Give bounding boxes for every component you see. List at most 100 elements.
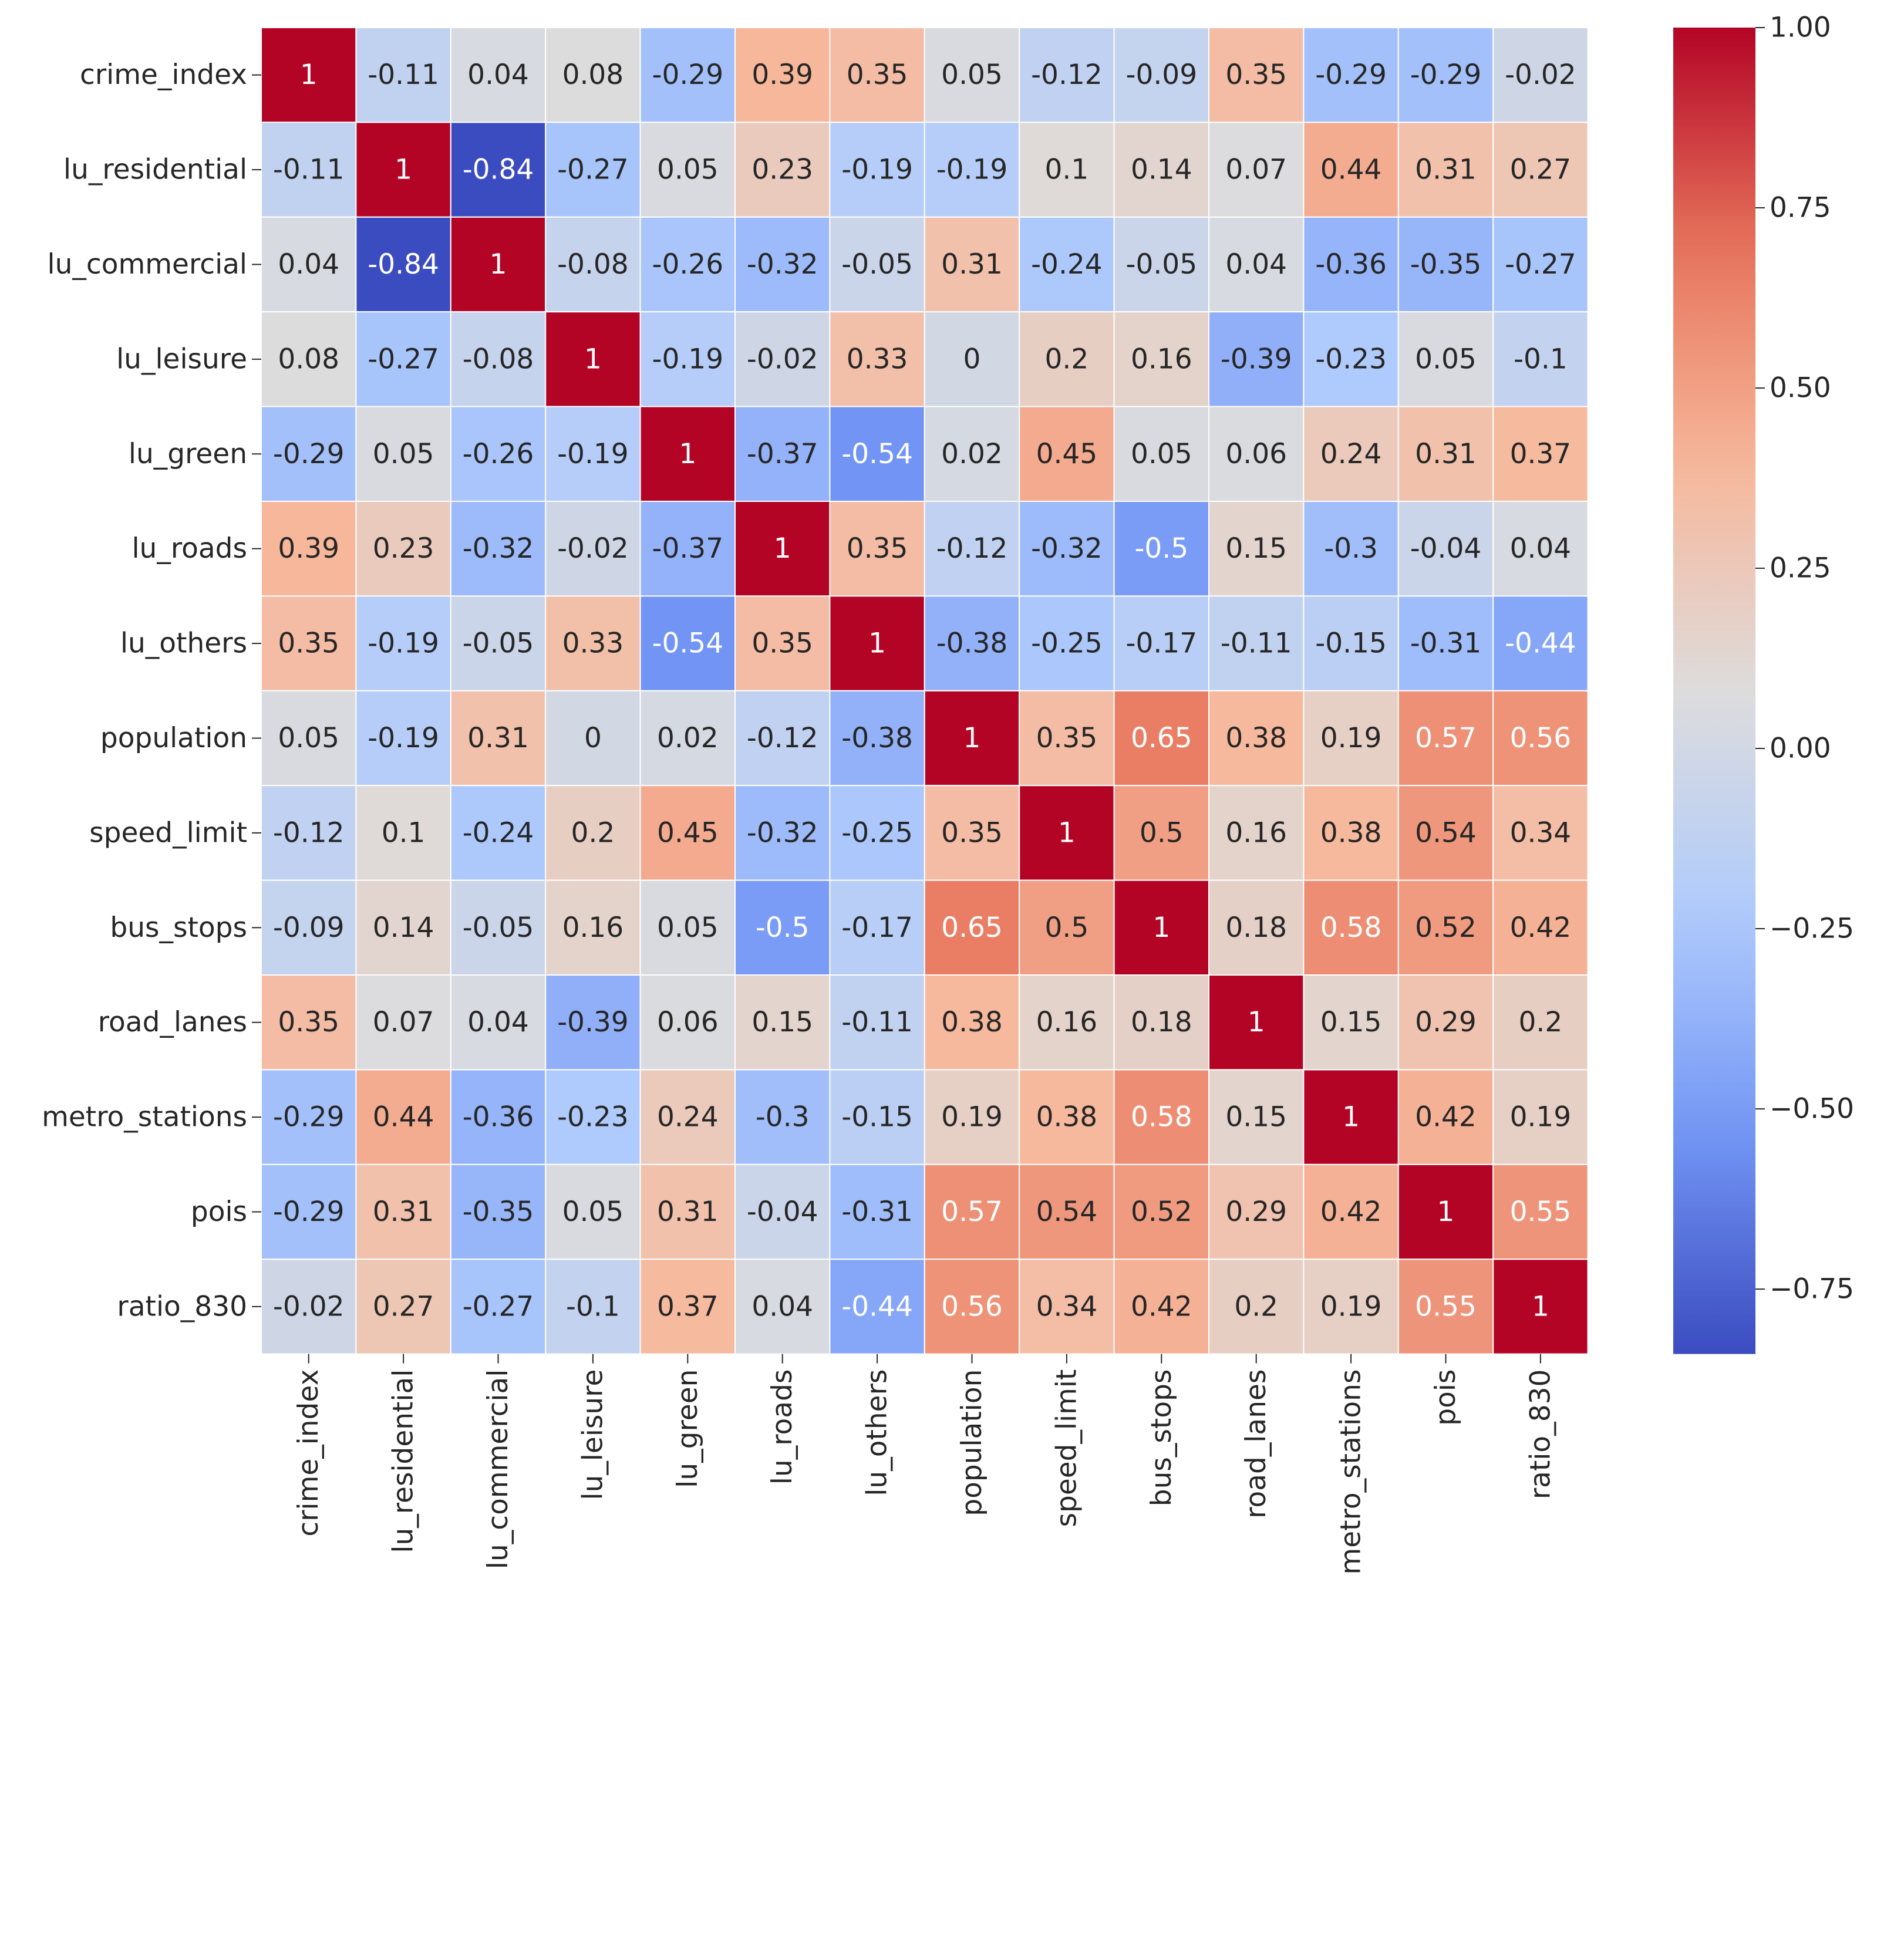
- cell-value-label: -0.23: [557, 1101, 629, 1134]
- x-axis-tick-labels: crime_index lu_residential lu_commercial lu…: [292, 1354, 1556, 1575]
- heatmap-cell: [1303, 216, 1399, 313]
- heatmap-cell: [1113, 785, 1209, 881]
- cell-value-label: -0.15: [1315, 628, 1387, 660]
- cell-value-label: 0.35: [847, 532, 908, 565]
- heatmap-cell: [734, 501, 831, 597]
- cell-value-label: -0.05: [463, 912, 534, 944]
- cell-value-label: 0.42: [1510, 912, 1572, 944]
- heatmap-cell: [1492, 690, 1589, 787]
- y-tick-label: lu_others: [120, 628, 247, 660]
- heatmap-cell: [1208, 501, 1305, 597]
- heatmap-cell: [924, 974, 1020, 1071]
- cell-value-label: 0.15: [751, 1006, 813, 1038]
- cell-value-label: 0.24: [1320, 438, 1382, 470]
- heatmap-cell: [1208, 595, 1305, 691]
- heatmap-cell: [1019, 501, 1115, 597]
- heatmap-cell: [734, 879, 831, 976]
- heatmap-cell: [1019, 311, 1115, 407]
- cell-value-label: 0.37: [657, 1290, 719, 1323]
- cell-value-label: -0.09: [1125, 59, 1197, 91]
- cell-value-label: 0.04: [1510, 532, 1572, 565]
- cell-value-label: -0.37: [652, 532, 723, 565]
- heatmap-cell: [1113, 27, 1209, 123]
- cell-value-label: -0.19: [652, 343, 723, 375]
- heatmap-cell: [829, 1163, 925, 1260]
- cell-value-label: 0.45: [1036, 438, 1098, 470]
- cell-value-label: -0.27: [557, 154, 629, 186]
- x-tick-label: bus_stops: [1145, 1369, 1178, 1507]
- cell-value-label: 0.39: [278, 532, 339, 565]
- cell-value-label: 1: [1532, 1290, 1549, 1323]
- y-tick-label: population: [100, 722, 247, 754]
- heatmap-cell: [1113, 1163, 1209, 1260]
- heatmap-cell: [1397, 595, 1494, 691]
- cell-value-label: -0.02: [557, 532, 629, 565]
- heatmap-cell: [829, 595, 925, 691]
- heatmap-cell: [1397, 690, 1494, 787]
- heatmap-cell: [924, 1259, 1020, 1355]
- x-tick-label: pois: [1430, 1369, 1462, 1426]
- cell-value-label: 0.34: [1510, 817, 1572, 849]
- heatmap-cell: [1397, 1163, 1494, 1260]
- heatmap-cell: [639, 595, 736, 691]
- cell-value-label: 1: [490, 248, 507, 281]
- cell-value-label: 0.34: [1036, 1290, 1098, 1323]
- cell-value-label: -0.3: [1324, 532, 1378, 565]
- cell-value-label: -0.08: [463, 343, 534, 375]
- heatmap-cell: [639, 879, 736, 976]
- cell-value-label: -0.02: [273, 1290, 345, 1323]
- heatmap-cell: [1019, 879, 1115, 976]
- cell-value-label: 0.18: [1225, 912, 1287, 944]
- cell-value-label: 0.05: [373, 438, 434, 470]
- cell-value-label: 0.04: [467, 59, 529, 91]
- heatmap-cell: [545, 785, 641, 881]
- heatmap-cell: [1492, 1259, 1589, 1355]
- cell-value-label: -0.23: [1315, 343, 1387, 375]
- cell-value-label: -0.29: [652, 59, 723, 91]
- heatmap-cell: [1019, 1069, 1115, 1165]
- heatmap-cell: [545, 595, 641, 691]
- cell-value-label: -0.31: [1410, 628, 1482, 660]
- cell-value-label: -0.31: [841, 1196, 913, 1228]
- cell-value-label: 0.42: [1131, 1290, 1192, 1323]
- heatmap-cell: [1492, 1163, 1589, 1260]
- heatmap-cell: [1492, 501, 1589, 597]
- heatmap-cell: [734, 974, 831, 1071]
- heatmap-cell: [1492, 974, 1589, 1071]
- cell-value-label: -0.12: [747, 722, 818, 754]
- heatmap-cell: [1397, 1069, 1494, 1165]
- cell-value-label: 0: [963, 343, 981, 375]
- cell-value-label: 0.38: [1320, 817, 1382, 849]
- cell-value-label: -0.26: [463, 438, 534, 470]
- cell-value-label: 0.2: [1519, 1006, 1563, 1038]
- cell-value-label: 0.04: [467, 1006, 529, 1038]
- colorbar-tick-label: −0.50: [1770, 1093, 1854, 1125]
- cell-value-label: -0.11: [841, 1006, 913, 1038]
- heatmap-cell: [1303, 974, 1399, 1071]
- cell-value-label: 0.24: [657, 1101, 719, 1134]
- heatmap-cell: [1492, 595, 1589, 691]
- cell-value-label: -0.19: [557, 438, 629, 470]
- heatmap-cell: [1113, 406, 1209, 502]
- cell-value-label: -0.17: [841, 912, 913, 944]
- cell-value-label: 0.33: [847, 343, 908, 375]
- heatmap-cell: [450, 1069, 547, 1165]
- colorbar-ticks: 1.00 0.75 0.50 0.25 0.00 −0.25 −0.50 −0.75: [1755, 12, 1854, 1305]
- heatmap-cell: [924, 595, 1020, 691]
- cell-value-label: 1: [1152, 912, 1170, 944]
- cell-value-label: -0.24: [1031, 248, 1103, 281]
- heatmap-cell: [829, 122, 925, 218]
- heatmap-cell: [261, 785, 357, 881]
- heatmap-cell: [1303, 501, 1399, 597]
- cell-value-label: 0.1: [382, 817, 426, 849]
- heatmap-cell: [639, 1259, 736, 1355]
- heatmap-cell: [1113, 1259, 1209, 1355]
- cell-value-label: 0.18: [1131, 1006, 1192, 1038]
- cell-value-label: 0.08: [562, 59, 624, 91]
- cell-value-label: -0.39: [1221, 343, 1292, 375]
- y-axis-tick-labels: crime_index lu_residential lu_commerciallu…: [42, 59, 261, 1323]
- heatmap-cell: [734, 1259, 831, 1355]
- heatmap-cell: [545, 122, 641, 218]
- heatmap-cell: [355, 1069, 451, 1165]
- cell-value-label: 0.29: [1415, 1006, 1477, 1038]
